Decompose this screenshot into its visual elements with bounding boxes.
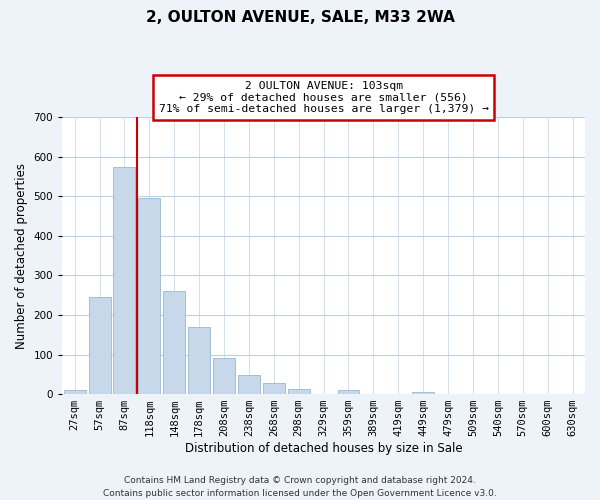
Y-axis label: Number of detached properties: Number of detached properties xyxy=(15,162,28,348)
Bar xyxy=(139,198,160,394)
Bar xyxy=(163,291,185,394)
X-axis label: Distribution of detached houses by size in Sale: Distribution of detached houses by size … xyxy=(185,442,463,455)
Text: 2, OULTON AVENUE, SALE, M33 2WA: 2, OULTON AVENUE, SALE, M33 2WA xyxy=(146,10,454,25)
Bar xyxy=(263,384,285,394)
Bar xyxy=(213,358,235,394)
Bar xyxy=(89,297,110,394)
Bar xyxy=(338,390,359,394)
Bar xyxy=(412,392,434,394)
Bar xyxy=(64,390,86,394)
Bar xyxy=(188,327,210,394)
Bar xyxy=(113,166,136,394)
Bar xyxy=(238,376,260,394)
Text: 2 OULTON AVENUE: 103sqm
← 29% of detached houses are smaller (556)
71% of semi-d: 2 OULTON AVENUE: 103sqm ← 29% of detache… xyxy=(158,81,488,114)
Bar xyxy=(288,389,310,394)
Title: Size of property relative to detached houses in Sale: Size of property relative to detached ho… xyxy=(161,102,486,114)
Text: Contains HM Land Registry data © Crown copyright and database right 2024.
Contai: Contains HM Land Registry data © Crown c… xyxy=(103,476,497,498)
